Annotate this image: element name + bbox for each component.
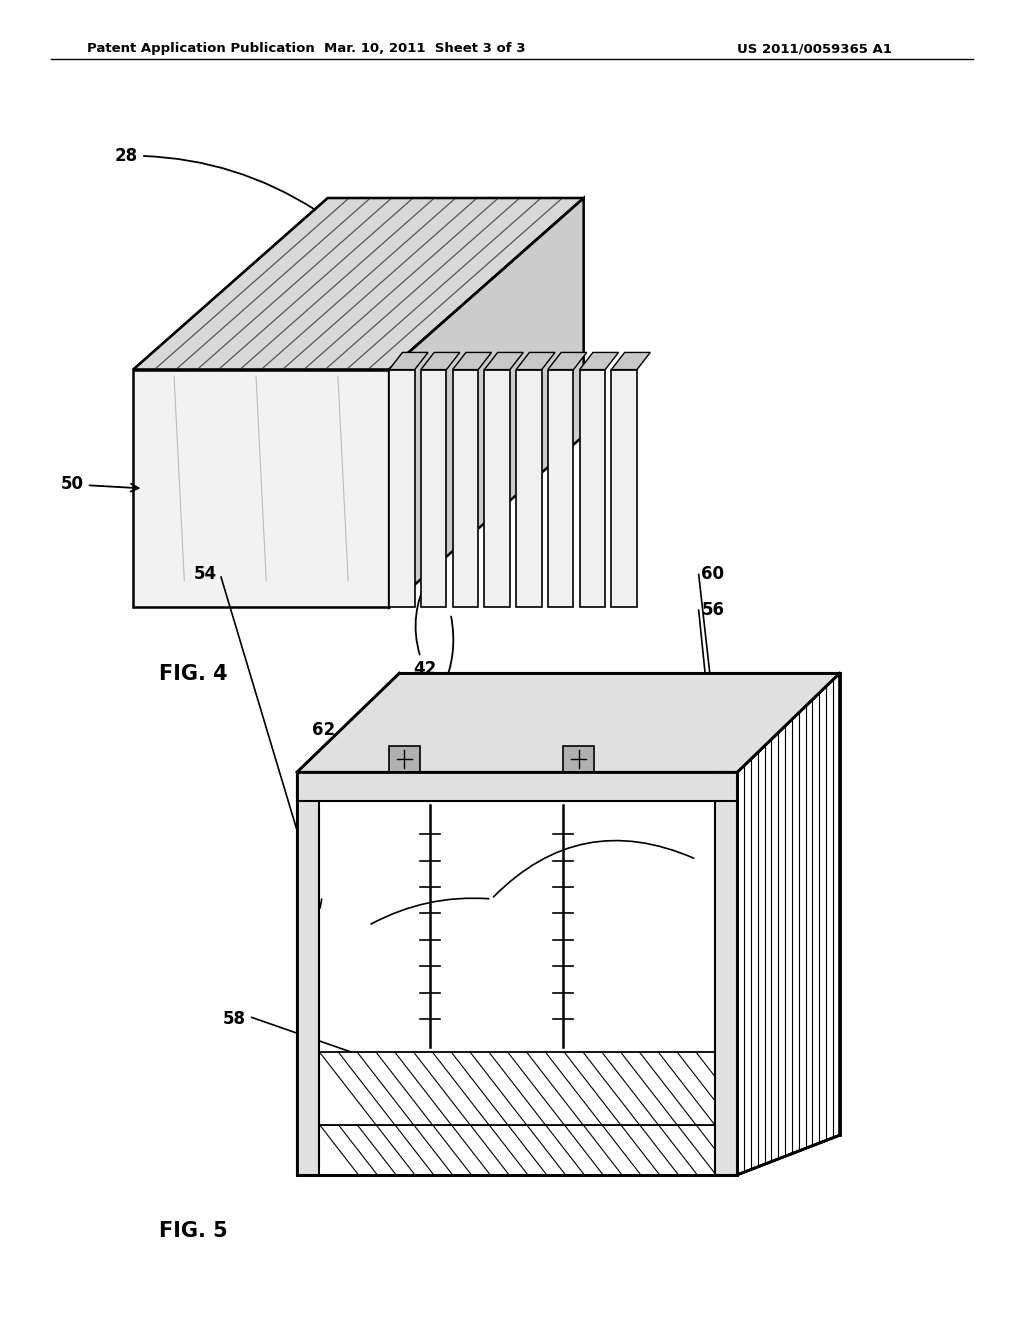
Text: 62: 62 — [311, 721, 335, 739]
Text: 58: 58 — [223, 1010, 246, 1028]
Polygon shape — [389, 352, 428, 370]
Polygon shape — [516, 352, 555, 370]
Polygon shape — [611, 370, 637, 607]
Polygon shape — [580, 370, 605, 607]
Polygon shape — [421, 370, 446, 607]
Bar — [297, 772, 737, 1175]
Bar — [563, 746, 594, 772]
Text: US 2011/0059365 A1: US 2011/0059365 A1 — [737, 42, 892, 55]
Text: Mar. 10, 2011  Sheet 3 of 3: Mar. 10, 2011 Sheet 3 of 3 — [325, 42, 525, 55]
Text: 60: 60 — [701, 565, 724, 583]
Polygon shape — [453, 352, 492, 370]
Polygon shape — [580, 352, 618, 370]
Text: 42: 42 — [414, 577, 436, 678]
Polygon shape — [297, 772, 319, 1175]
Polygon shape — [319, 1125, 715, 1175]
Polygon shape — [516, 370, 542, 607]
Polygon shape — [133, 198, 584, 370]
Polygon shape — [737, 673, 840, 1175]
Text: 44: 44 — [424, 616, 454, 711]
Text: FIG. 4: FIG. 4 — [159, 664, 227, 684]
Text: 50: 50 — [709, 1142, 731, 1160]
Polygon shape — [611, 352, 650, 370]
Polygon shape — [297, 673, 840, 772]
Polygon shape — [389, 198, 584, 607]
Polygon shape — [421, 352, 460, 370]
Polygon shape — [389, 370, 415, 607]
Text: 28: 28 — [115, 147, 315, 210]
Text: 64: 64 — [648, 721, 672, 739]
Bar — [389, 746, 420, 772]
Bar — [297, 772, 737, 1175]
Text: 54: 54 — [194, 565, 217, 583]
Polygon shape — [548, 352, 587, 370]
Polygon shape — [715, 772, 737, 1175]
Text: FIG. 5: FIG. 5 — [159, 1221, 227, 1241]
Text: 50: 50 — [61, 475, 138, 494]
Text: Patent Application Publication: Patent Application Publication — [87, 42, 314, 55]
Polygon shape — [133, 370, 389, 607]
Polygon shape — [319, 1052, 715, 1125]
Polygon shape — [548, 370, 573, 607]
Polygon shape — [453, 370, 478, 607]
Polygon shape — [484, 352, 523, 370]
Polygon shape — [484, 370, 510, 607]
Polygon shape — [297, 772, 737, 801]
Text: 56: 56 — [701, 601, 724, 619]
